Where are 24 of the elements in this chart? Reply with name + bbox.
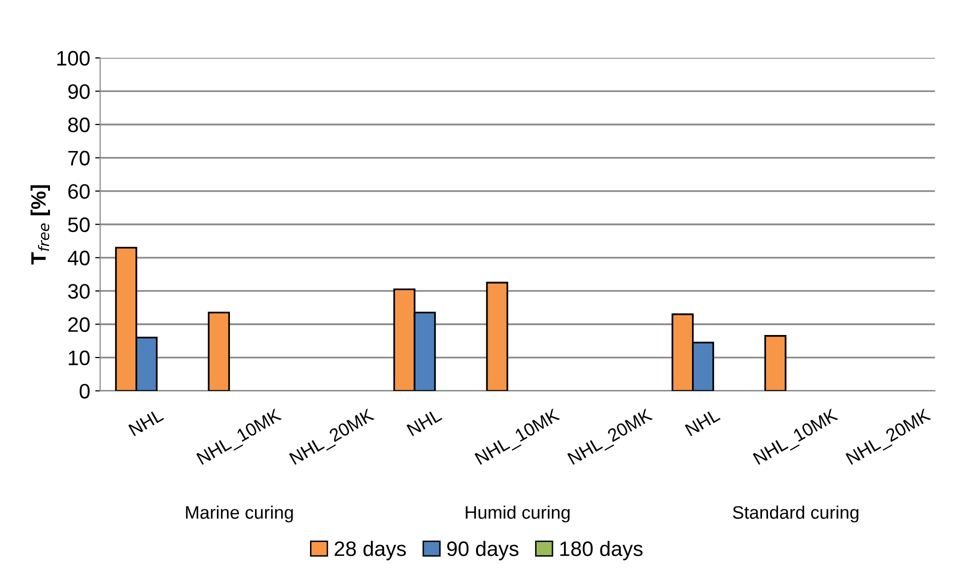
- y-tick-label: 90: [68, 84, 90, 99]
- bar: [764, 335, 786, 391]
- legend-label: 90 days: [447, 540, 518, 560]
- x-tick-label: NHL: [684, 408, 720, 436]
- x-tick-label: NHL: [128, 408, 164, 436]
- text: Marine curing: [186, 506, 293, 522]
- y-tick-label: 50: [68, 217, 90, 232]
- y-tick-label: 80: [68, 117, 90, 132]
- y-tick-label: 70: [68, 150, 90, 166]
- bar: [486, 282, 508, 391]
- y-tick-label: 40: [68, 250, 90, 266]
- y-tick-label: 100: [57, 50, 90, 66]
- legend-label: 28 days: [334, 540, 406, 560]
- y-tick-label: 10: [68, 350, 90, 366]
- y-tick-label: 30: [68, 284, 90, 299]
- y-axis-title: T$_{free}$ [%]: [30, 185, 50, 265]
- bar: [208, 312, 230, 391]
- y-tick-label: 60: [68, 184, 90, 199]
- x-tick-label: NHL: [406, 408, 442, 436]
- y-tick-label: 20: [68, 317, 90, 332]
- y-tick-label: 0: [80, 384, 90, 399]
- legend-label: 180 days: [560, 540, 643, 560]
- text: Standard curing: [732, 506, 858, 522]
- text: Humid curing: [466, 506, 570, 522]
